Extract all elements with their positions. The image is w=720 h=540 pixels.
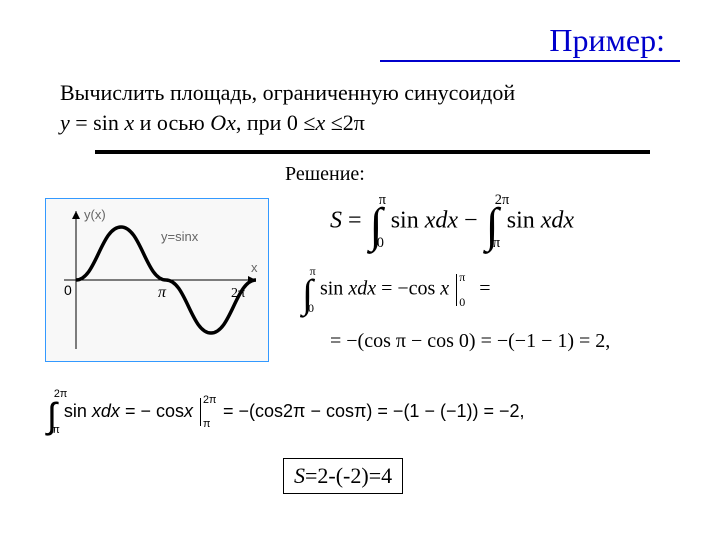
- graph-ylabel: y(x): [84, 207, 106, 222]
- graph-xlabel: x: [251, 260, 258, 275]
- result-box: S=2-(-2)=4: [283, 458, 403, 494]
- integral-2: 2π ∫ π: [486, 198, 499, 246]
- eval-upper: π: [459, 270, 465, 285]
- graph-curve-label: y=sinx: [161, 229, 199, 244]
- mid: = − cos: [125, 401, 184, 421]
- x: x: [440, 278, 449, 300]
- tail: =: [474, 278, 490, 300]
- integral-1: π ∫ 0: [370, 198, 383, 246]
- mid: = −cos: [381, 278, 440, 300]
- tail: = −(cos2π − cosπ) = −(1 − (−1)) = −2,: [218, 401, 524, 421]
- sine-svg: y(x) y=sinx x 0 π 2π: [46, 199, 268, 361]
- axis-Ox: Ox: [210, 110, 236, 135]
- var-y: y: [60, 110, 70, 135]
- eval-upper: 2π: [203, 394, 216, 406]
- result-text: =2-(-2)=4: [305, 463, 392, 488]
- integral: 2π ∫ π: [47, 394, 57, 430]
- eval-lower: π: [203, 418, 210, 430]
- body: sin: [507, 208, 541, 234]
- solution-label: Решение:: [285, 163, 365, 186]
- integral: π ∫ 0: [302, 270, 313, 310]
- int-lower: π: [52, 424, 59, 436]
- equation-4: 2π ∫ π sin xdx = − cosx 2π π = −(cos2π −…: [45, 394, 525, 430]
- eval-lower: 0: [459, 295, 465, 310]
- eval-bar: π 0: [454, 274, 459, 306]
- graph-2pi: 2π: [231, 286, 245, 301]
- S: S: [330, 208, 342, 234]
- S: S: [294, 463, 305, 488]
- txt: = sin: [70, 110, 125, 135]
- minus: −: [464, 208, 484, 234]
- eval-bar: 2π π: [198, 398, 203, 427]
- divider: [95, 150, 650, 154]
- body: sin: [64, 401, 92, 421]
- xdx: xdx: [425, 208, 458, 234]
- int-lower: π: [493, 235, 500, 252]
- int-lower: 0: [308, 301, 314, 316]
- txt: и осью: [134, 110, 210, 135]
- body: sin: [391, 208, 425, 234]
- graph-origin: 0: [64, 282, 72, 298]
- xdx: xdx: [92, 401, 120, 421]
- problem-line1: Вычислить площадь, ограниченную синусоид…: [60, 80, 515, 105]
- equation-3: = −(cos π − cos 0) = −(−1 − 1) = 2,: [330, 330, 610, 353]
- xdx: xdx: [541, 208, 574, 234]
- equation-1: S = π ∫ 0 sin xdx − 2π ∫ π sin xdx: [330, 198, 574, 246]
- title-underline: [380, 60, 680, 62]
- body: sin: [320, 278, 348, 300]
- txt: , при 0 ≤: [236, 110, 316, 135]
- var-x2: x: [315, 110, 325, 135]
- equation-2: π ∫ 0 sin xdx = −cos x π 0 =: [300, 270, 490, 310]
- xdx: xdx: [348, 278, 376, 300]
- graph-pi: π: [158, 284, 167, 301]
- sine-graph: y(x) y=sinx x 0 π 2π: [45, 198, 269, 362]
- text: = −(cos π − cos 0) = −(−1 − 1) = 2,: [330, 330, 610, 352]
- var-x: x: [124, 110, 134, 135]
- x: x: [184, 401, 193, 421]
- txt: ≤2π: [325, 110, 365, 135]
- eq-sign: =: [342, 208, 368, 234]
- page-title: Пример:: [549, 22, 665, 59]
- int-lower: 0: [377, 235, 384, 252]
- problem-statement: Вычислить площадь, ограниченную синусоид…: [60, 78, 660, 137]
